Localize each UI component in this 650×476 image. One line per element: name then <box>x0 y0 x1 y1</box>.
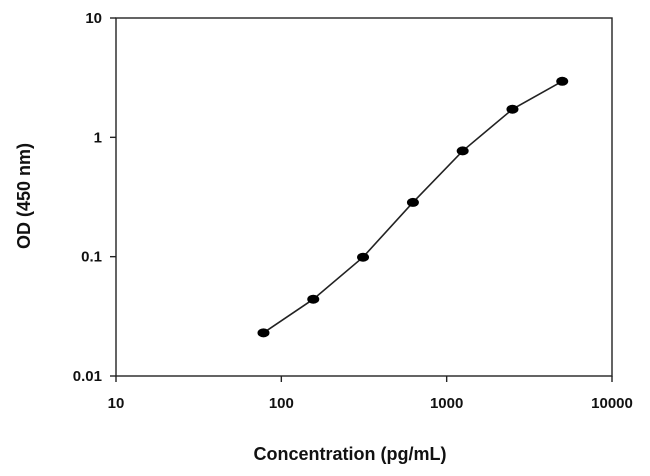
data-point <box>307 294 320 304</box>
x-tick-label: 100 <box>269 395 294 412</box>
data-point <box>556 76 569 86</box>
series-layer <box>257 76 569 338</box>
y-tick-label: 0.1 <box>81 249 102 266</box>
data-point <box>357 252 370 262</box>
x-axis-title: Concentration (pg/mL) <box>254 444 447 464</box>
x-axis: 10 100 1000 10000 <box>108 376 633 412</box>
plot-area <box>115 17 613 377</box>
data-point <box>257 328 270 338</box>
x-tick-label: 10 <box>108 395 125 412</box>
data-point <box>456 146 469 156</box>
y-axis-title: OD (450 nm) <box>14 143 34 249</box>
x-tick-label: 10000 <box>591 395 633 412</box>
y-axis: 0.01 0.1 1 10 <box>73 10 116 385</box>
y-tick-label: 1 <box>94 129 102 146</box>
plot-border <box>115 17 613 377</box>
y-tick-label: 0.01 <box>73 368 102 385</box>
data-point <box>406 197 419 207</box>
x-tick-label: 1000 <box>430 395 463 412</box>
data-point <box>506 104 519 114</box>
series-line <box>263 80 563 334</box>
y-tick-label: 10 <box>85 10 102 27</box>
